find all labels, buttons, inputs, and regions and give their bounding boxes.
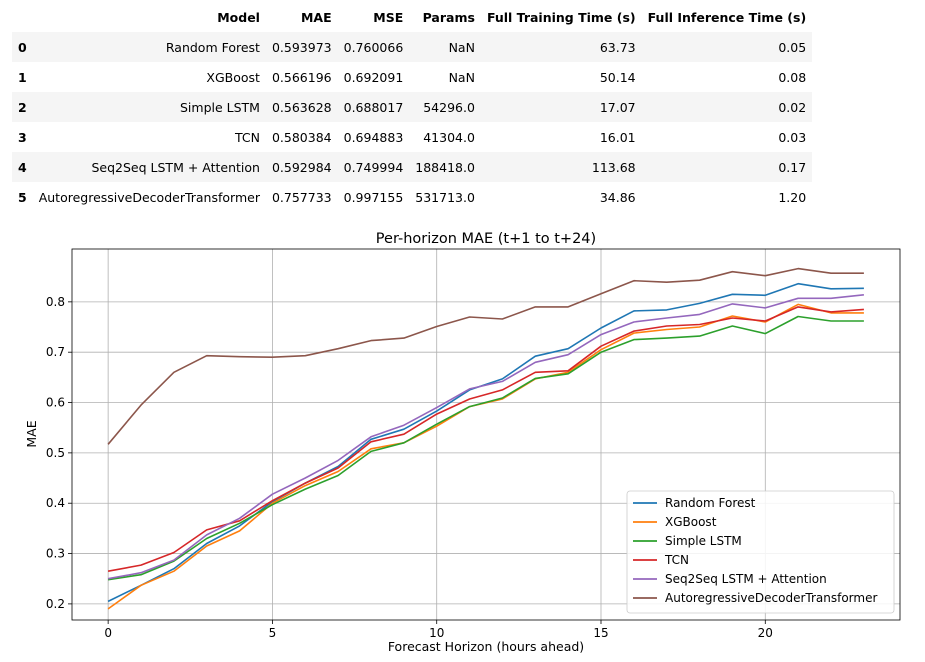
table-cell: 0.592984 — [271, 159, 332, 175]
table-cell: 0.749994 — [343, 159, 404, 175]
y-tick-label: 0.6 — [46, 396, 65, 410]
table-cell: 0.593973 — [271, 39, 332, 55]
column-header: MAE — [300, 9, 332, 25]
series-line-5 — [107, 267, 864, 445]
table-cell: 0.694883 — [343, 129, 404, 145]
table-cell: 34.86 — [599, 189, 636, 205]
series-line-2 — [107, 315, 864, 581]
table-cell: TCN — [234, 129, 260, 145]
table-header-row: Model MAE MSE Params Full Training Time (s) F… — [12, 2, 812, 32]
series-lines — [107, 267, 864, 610]
row-index: 2 — [18, 99, 27, 115]
table-cell: 0.757733 — [271, 189, 332, 205]
legend-label: XGBoost — [665, 515, 717, 529]
row-index: 0 — [18, 39, 27, 55]
series-line-4 — [107, 294, 864, 580]
column-header: Full Training Time (s) — [486, 9, 636, 25]
table-cell: 0.580384 — [271, 129, 332, 145]
y-tick-label: 0.7 — [46, 345, 65, 359]
legend-box — [626, 490, 895, 614]
y-tick-label: 0.5 — [46, 446, 65, 460]
row-index: 1 — [18, 69, 27, 85]
column-header — [12, 2, 33, 32]
table-cell: 50.14 — [599, 69, 636, 85]
grid-lines — [72, 249, 900, 620]
chart-title: Per-horizon MAE (t+1 to t+24) — [376, 231, 596, 247]
table-cell: NaN — [448, 69, 475, 85]
table-row: 0 Random Forest 0.593973 0.760066 NaN 63.73 0.… — [12, 32, 813, 62]
y-tick-label: 0.2 — [46, 597, 65, 611]
legend-label: Simple LSTM — [665, 534, 742, 548]
y-tick-label: 0.4 — [46, 496, 65, 510]
row-index: 4 — [18, 159, 27, 175]
series-line-3 — [107, 306, 864, 572]
row-index: 3 — [18, 129, 27, 145]
table-cell: 41304.0 — [423, 129, 475, 145]
legend-label: Random Forest — [665, 496, 756, 510]
table-cell: 531713.0 — [415, 189, 475, 205]
table-body: 0 Random Forest 0.593973 0.760066 NaN 63.73 0.… — [12, 32, 813, 212]
table-cell: 188418.0 — [415, 159, 475, 175]
table-cell: 0.563628 — [271, 99, 332, 115]
table-cell: 0.692091 — [343, 69, 404, 85]
plot-frame — [71, 248, 901, 621]
x-tick-label: 20 — [758, 626, 773, 640]
x-tick-label: 5 — [269, 626, 277, 640]
x-tick-label: 10 — [429, 626, 444, 640]
mae-line-chart: 0 5 10 15 20 0.2 0.3 0.4 0.5 0.6 0.7 0.8 Per-horizo… — [24, 231, 901, 654]
y-tick-label: 0.3 — [46, 547, 65, 561]
legend-label: TCN — [664, 553, 689, 567]
table-cell: 1.20 — [778, 189, 807, 205]
x-tick-label: 0 — [104, 626, 112, 640]
table-cell: 0.08 — [778, 69, 807, 85]
table-row: 5 AutoregressiveDecoderTransformer 0.75773… — [12, 182, 812, 212]
table-cell: 0.997155 — [343, 189, 404, 205]
x-axis-label: Forecast Horizon (hours ahead) — [388, 639, 584, 654]
x-tick-label: 15 — [593, 626, 608, 640]
legend-label: AutoregressiveDecoderTransformer — [665, 591, 877, 605]
row-index: 5 — [18, 189, 27, 205]
legend: Random Forest XGBoost Simple LSTM TCN Seq2Se… — [626, 490, 895, 614]
table-row: 1 XGBoost 0.566196 0.692091 NaN 50.14 0.08 — [12, 62, 812, 92]
table-row: 2 Simple LSTM 0.563628 0.688017 54296.0 17.07… — [12, 92, 813, 122]
table-row: 4 Seq2Seq LSTM + Attention 0.592984 0.74999… — [12, 152, 813, 182]
table-cell: Random Forest — [165, 39, 260, 55]
table-cell: 0.17 — [778, 159, 807, 175]
table-cell: 16.01 — [599, 129, 636, 145]
table-cell: 0.688017 — [343, 99, 404, 115]
table-cell: Seq2Seq LSTM + Attention — [91, 159, 260, 175]
results-table: Model MAE MSE Params Full Training Time (s) F… — [12, 2, 813, 212]
table-row: 3 TCN 0.580384 0.694883 41304.0 16.01 0.03 — [12, 122, 812, 152]
y-axis-label: MAE — [24, 420, 39, 447]
table-cell: 0.03 — [778, 129, 807, 145]
table-cell: Simple LSTM — [179, 99, 260, 115]
table-cell: AutoregressiveDecoderTransformer — [38, 189, 260, 205]
table-header: Model MAE MSE Params Full Training Time (s) F… — [12, 2, 812, 32]
axis-ticks: 0 5 10 15 20 0.2 0.3 0.4 0.5 0.6 0.7 0.8 — [46, 295, 773, 640]
column-header: MSE — [373, 9, 404, 25]
legend-label: Seq2Seq LSTM + Attention — [665, 572, 827, 586]
table-cell: 113.68 — [591, 159, 636, 175]
table-cell: 54296.0 — [423, 99, 475, 115]
table-cell: NaN — [448, 39, 475, 55]
table-cell: 0.05 — [778, 39, 807, 55]
column-header: Params — [422, 9, 475, 25]
table-cell: XGBoost — [206, 69, 260, 85]
table-cell: 0.02 — [778, 99, 807, 115]
table-cell: 63.73 — [599, 39, 636, 55]
table-cell: 0.566196 — [271, 69, 332, 85]
column-header: Model — [217, 9, 260, 25]
table-cell: 0.760066 — [343, 39, 404, 55]
column-header: Full Inference Time (s) — [647, 9, 807, 25]
table-cell: 17.07 — [599, 99, 636, 115]
y-tick-label: 0.8 — [46, 295, 65, 309]
